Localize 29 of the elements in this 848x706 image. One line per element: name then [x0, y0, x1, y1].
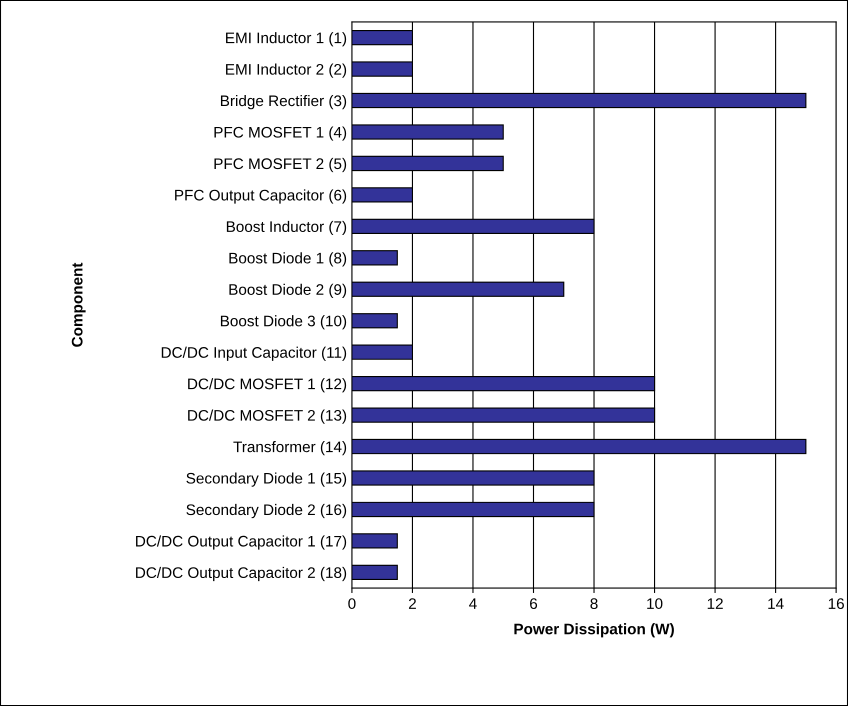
x-tick-label: 14 — [768, 598, 784, 609]
y-tick-label: PFC MOSFET 2 (5) — [214, 158, 346, 172]
x-tick-label: 4 — [469, 598, 477, 609]
y-tick-label: Secondary Diode 2 (16) — [186, 504, 346, 518]
x-tick-label: 6 — [530, 598, 538, 610]
y-axis-title: Component — [72, 262, 86, 347]
y-tick-label: DC/DC Output Capacitor 1 (17) — [136, 535, 346, 550]
x-tick-label: 10 — [647, 598, 662, 610]
y-tick-label: DC/DC MOSFET 1 (12) — [188, 378, 346, 392]
y-tick-label: EMI Inductor 1 (1) — [226, 32, 346, 46]
y-tick-label: DC/DC Output Capacitor 2 (18) — [136, 566, 346, 582]
y-tick-label: Secondary Diode 1 (15) — [186, 472, 346, 487]
x-tick-label: 2 — [408, 598, 416, 609]
y-tick-label: Boost Inductor (7) — [226, 220, 346, 236]
x-tick-label: 12 — [708, 598, 723, 609]
y-tick-label: Boost Diode 2 (9) — [229, 284, 346, 298]
y-tick-label: Bridge Rectifier (3) — [220, 94, 346, 110]
x-tick-label: 0 — [348, 598, 356, 610]
y-tick-label: PFC Output Capacitor (6) — [175, 189, 346, 204]
y-tick-label: Transformer (14) — [233, 441, 346, 456]
x-tick-label: 16 — [828, 598, 844, 610]
y-tick-label: PFC MOSFET 1 (4) — [214, 126, 346, 141]
x-tick-label: 8 — [590, 598, 598, 610]
y-tick-label: EMI Inductor 2 (2) — [226, 64, 346, 78]
y-tick-label: DC/DC Input Capacitor (11) — [162, 346, 346, 361]
y-tick-label: Boost Diode 3 (10) — [220, 315, 346, 330]
y-tick-label: DC/DC MOSFET 2 (13) — [188, 410, 346, 424]
x-axis-title: Power Dissipation (W) — [514, 623, 674, 638]
y-tick-label: Boost Diode 1 (8) — [229, 252, 346, 267]
